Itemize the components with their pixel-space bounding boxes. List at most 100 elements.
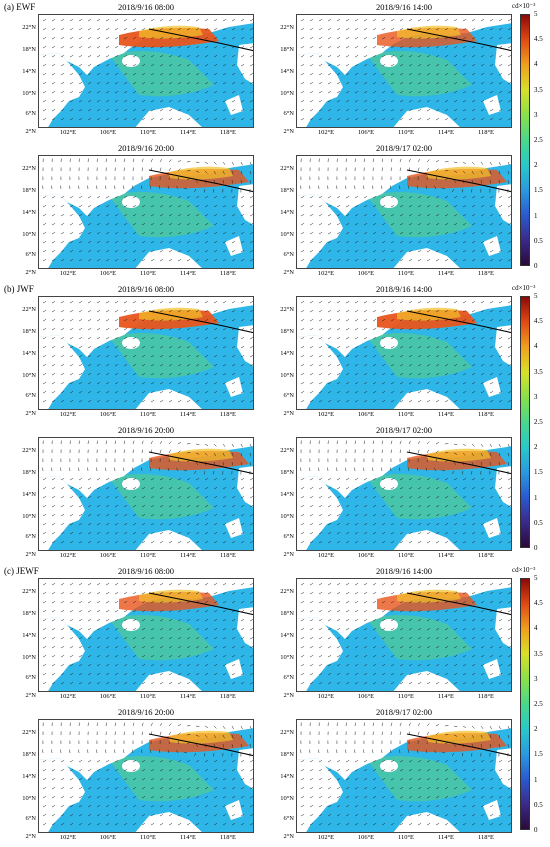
x-tick-label: 114°E [179,270,197,277]
y-axis: 22°N 18°N 14°N 10°N 6°N 2°N [12,155,36,276]
y-tick-label: 18°N [22,469,36,476]
map-svg [297,297,511,409]
panel-title: 2018/9/17 02:00 [376,707,432,717]
x-tick-label: 106°E [99,552,117,559]
y-tick-label: 2°N [25,128,36,135]
y-tick-label: 10°N [280,795,294,802]
x-tick-label: 110°E [139,129,157,136]
land-hainan [122,337,140,349]
typhoon-track [148,310,253,334]
land-philippines [237,43,253,84]
land-philippines [495,466,511,507]
land-borneo [135,248,202,268]
x-tick-label: 118°E [219,270,237,277]
y-tick-label: 6°N [283,392,294,399]
x-tick-label: 110°E [397,552,415,559]
y-tick-label: 2°N [25,269,36,276]
y-axis: 22°N 18°N 14°N 10°N 6°N 2°N [12,437,36,558]
land-peninsula [297,335,343,409]
x-tick-label: 110°E [139,270,157,277]
x-tick-label: 114°E [179,411,197,418]
colorbar-tick: 3 [534,674,538,683]
map-svg [297,720,511,832]
land-peninsula [39,335,85,409]
typhoon-track [406,310,511,334]
y-tick-label: 18°N [280,751,294,758]
land-philippines [237,748,253,789]
land-palawan [225,800,243,820]
y-tick-label: 14°N [22,68,36,75]
section-label: (c) JEWF [4,566,39,576]
land-peninsula [297,53,343,127]
y-tick-label: 10°N [280,231,294,238]
land-philippines [495,748,511,789]
y-tick-label: 10°N [22,513,36,520]
typhoon-track [406,733,511,757]
y-tick-label: 22°N [22,729,36,736]
x-tick-label: 102°E [317,129,335,136]
land-borneo [393,107,460,127]
x-tick-label: 118°E [219,552,237,559]
y-tick-label: 14°N [22,350,36,357]
colorbar-tick: 3.5 [534,367,543,376]
colorbar-unit: cd×10⁻³ [512,566,536,574]
colorbar-tick: 1.5 [534,750,543,759]
panel-title: 2018/9/16 20:00 [118,143,174,153]
colorbar-tick: 0 [534,826,538,834]
y-axis: 22°N 18°N 14°N 10°N 6°N 2°N [270,296,294,417]
colorbar-tick: 1.5 [534,468,543,477]
map-panel: 2018/9/17 02:00 22°N 18°N 14°N 10°N 6°N 2°N 102… [280,143,512,281]
land-hainan [380,760,398,772]
x-tick-label: 114°E [179,693,197,700]
y-tick-label: 6°N [25,251,36,258]
y-tick-label: 14°N [22,209,36,216]
land-hainan [380,55,398,67]
y-tick-label: 2°N [25,692,36,699]
map-panel: 2018/9/16 14:00 22°N 18°N 14°N 10°N 6°N 2°N 102… [280,284,512,422]
x-tick-label: 114°E [437,834,455,841]
land-palawan [483,236,501,256]
y-tick-label: 18°N [22,610,36,617]
colorbar-tick: 3 [534,392,538,401]
x-tick-label: 118°E [219,693,237,700]
map-area [296,14,512,128]
x-tick-label: 102°E [59,552,77,559]
x-tick-label: 114°E [179,834,197,841]
mid-value-zone [169,166,233,180]
y-tick-label: 6°N [283,815,294,822]
wind-vectors [300,301,511,403]
mid-value-zone [139,589,203,603]
y-axis: 22°N 18°N 14°N 10°N 6°N 2°N [12,296,36,417]
mid-value-zone [169,448,233,462]
x-tick-label: 106°E [357,834,375,841]
colorbar-tick: 5 [534,10,538,18]
y-tick-label: 22°N [22,588,36,595]
x-tick-label: 114°E [437,693,455,700]
mid-value-zone [397,307,461,321]
mid-value-zone [139,307,203,321]
y-tick-label: 14°N [280,773,294,780]
y-tick-label: 18°N [280,46,294,53]
land-borneo [393,530,460,550]
x-tick-label: 110°E [397,270,415,277]
panel-title: 2018/9/16 14:00 [376,2,432,12]
y-tick-label: 6°N [283,533,294,540]
land-palawan [483,659,501,679]
map-area [296,296,512,410]
map-area [38,578,254,692]
colorbar-tick: 3.5 [534,649,543,658]
y-tick-label: 2°N [283,128,294,135]
mid-value-zone [139,25,203,39]
panel-title: 2018/9/16 20:00 [118,425,174,435]
colorbar-tick: 0.5 [534,800,543,809]
land-hainan [122,619,140,631]
x-tick-label: 110°E [397,129,415,136]
land-philippines [495,607,511,648]
land-borneo [135,671,202,691]
x-tick-label: 114°E [437,129,455,136]
land-philippines [237,184,253,225]
y-tick-label: 18°N [280,328,294,335]
land-palawan [225,95,243,115]
x-axis: 102°E 106°E 110°E 114°E 118°E [296,129,512,138]
typhoon-track [148,592,253,616]
